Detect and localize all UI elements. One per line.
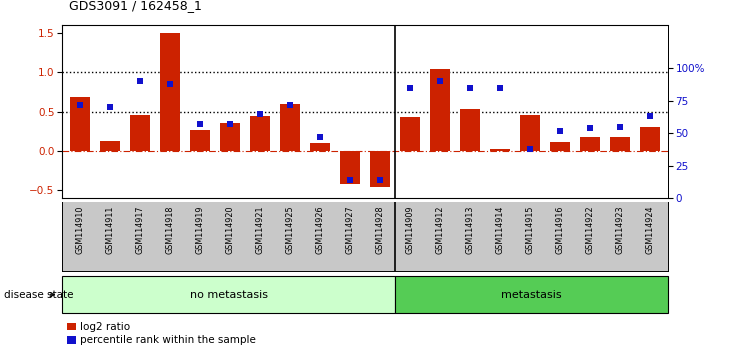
Text: GSM114920: GSM114920 — [226, 205, 234, 254]
Text: GSM114913: GSM114913 — [466, 205, 474, 253]
Point — [524, 146, 536, 152]
Text: GSM114918: GSM114918 — [166, 205, 174, 253]
Point — [224, 121, 236, 127]
Point — [164, 81, 176, 87]
Bar — [70, 97, 90, 151]
Point — [314, 134, 326, 140]
Text: GSM114919: GSM114919 — [196, 205, 204, 254]
Point — [584, 125, 596, 131]
Bar — [430, 69, 450, 151]
Text: GSM114922: GSM114922 — [585, 205, 594, 254]
Text: GSM114916: GSM114916 — [556, 205, 564, 253]
Bar — [62, 276, 396, 313]
Point — [194, 121, 206, 127]
Bar — [610, 137, 630, 151]
Point — [284, 102, 296, 107]
Text: GSM114911: GSM114911 — [106, 205, 115, 253]
Point — [404, 85, 416, 91]
Text: GSM114914: GSM114914 — [496, 205, 504, 253]
Bar — [191, 130, 210, 151]
Text: metastasis: metastasis — [502, 290, 562, 300]
Point — [134, 78, 146, 84]
Text: GSM114915: GSM114915 — [526, 205, 534, 254]
Bar — [396, 276, 668, 313]
Point — [374, 177, 386, 183]
Point — [344, 177, 356, 183]
Text: GSM114927: GSM114927 — [345, 205, 355, 254]
Text: no metastasis: no metastasis — [190, 290, 268, 300]
Point — [464, 85, 476, 91]
Bar — [400, 117, 420, 151]
Bar — [580, 137, 600, 151]
Text: GSM114923: GSM114923 — [615, 205, 624, 254]
Text: GSM114928: GSM114928 — [375, 205, 385, 254]
Bar — [250, 116, 270, 151]
Text: GSM114921: GSM114921 — [255, 205, 264, 254]
Bar — [220, 123, 239, 151]
Text: GSM114926: GSM114926 — [315, 205, 325, 254]
Point — [74, 102, 86, 107]
Point — [554, 128, 566, 133]
Text: GSM114924: GSM114924 — [645, 205, 655, 254]
Bar — [280, 104, 300, 151]
Legend: log2 ratio, percentile rank within the sample: log2 ratio, percentile rank within the s… — [67, 322, 256, 345]
Text: GSM114910: GSM114910 — [75, 205, 85, 253]
Bar — [340, 151, 360, 184]
Bar — [550, 142, 569, 151]
Point — [434, 78, 446, 84]
Bar — [130, 115, 150, 151]
Text: GSM114909: GSM114909 — [405, 205, 415, 254]
Bar — [370, 151, 390, 187]
Point — [614, 124, 626, 130]
Point — [254, 111, 266, 116]
Point — [494, 85, 506, 91]
Bar — [161, 33, 180, 151]
Text: GSM114925: GSM114925 — [285, 205, 294, 254]
Bar — [491, 149, 510, 151]
Bar — [520, 115, 539, 151]
Point — [104, 104, 116, 110]
Point — [644, 113, 656, 119]
Bar — [460, 109, 480, 151]
Text: GSM114912: GSM114912 — [436, 205, 445, 254]
Text: GDS3091 / 162458_1: GDS3091 / 162458_1 — [69, 0, 202, 12]
Bar — [640, 127, 660, 151]
Bar — [310, 143, 330, 151]
Bar — [100, 142, 120, 151]
Text: disease state: disease state — [4, 290, 73, 300]
Text: GSM114917: GSM114917 — [136, 205, 145, 254]
